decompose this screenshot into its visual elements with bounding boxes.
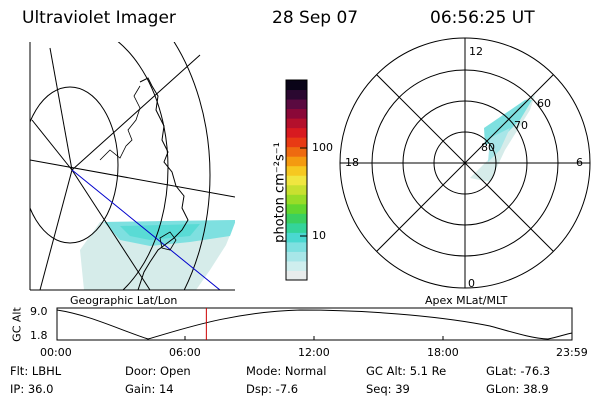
colorbar-segment — [286, 175, 307, 186]
time-tick-label: 18:00 — [427, 346, 459, 359]
colorbar-tick-label: 100 — [312, 141, 333, 154]
colorbar-frame — [285, 79, 308, 281]
info-ip: IP: 36.0 — [10, 382, 54, 396]
header-date: 28 Sep 07 — [272, 8, 359, 28]
info-gain: Gain: 14 — [125, 382, 174, 396]
altitude-plot — [56, 307, 573, 341]
colorbar-segment — [286, 260, 307, 271]
coastline — [137, 77, 189, 290]
mlat-label-60: 60 — [537, 97, 551, 110]
polar-plot-label: Apex MLat/MLT — [425, 294, 508, 307]
meridian-line — [30, 159, 235, 198]
meridian-line — [49, 47, 73, 171]
meridian-line — [71, 169, 151, 290]
time-tick-label: 23:59 — [556, 346, 588, 359]
meridian-line — [71, 54, 201, 171]
colorbar-segment — [286, 251, 307, 262]
meridian-line — [31, 119, 73, 171]
alt-tick-label: 1.8 — [30, 329, 48, 342]
header-time: 06:56:25 UT — [430, 8, 535, 28]
polar-diagonal — [376, 74, 554, 252]
colorbar-segment — [286, 165, 307, 176]
instrument-title: Ultraviolet Imager — [22, 8, 176, 28]
latitude-circle — [30, 86, 119, 244]
latitude-circle — [173, 42, 211, 290]
geo-map-label: Geographic Lat/Lon — [70, 294, 178, 307]
colorbar-segment — [286, 213, 307, 224]
altitude-plot-frame — [56, 307, 573, 341]
info-door: Door: Open — [125, 364, 191, 378]
info-flt: Flt: LBHL — [10, 364, 62, 378]
colorbar-segment — [286, 137, 307, 148]
time-tick-label: 06:00 — [169, 346, 201, 359]
mlt-label-18: 18 — [345, 156, 359, 169]
mlt-label-6: 6 — [576, 156, 583, 169]
colorbar-segment — [286, 184, 307, 195]
mlt-label-0: 0 — [468, 277, 475, 290]
colorbar-segment — [286, 99, 307, 110]
mlat-label-70: 70 — [514, 119, 528, 132]
colorbar-segment — [286, 80, 307, 91]
colorbar-segment — [286, 118, 307, 129]
colorbar-segment — [286, 203, 307, 214]
info-gc-alt: GC Alt: 5.1 Re — [366, 364, 447, 378]
colorbar-segment — [286, 156, 307, 167]
colorbar-segment — [286, 222, 307, 233]
colorbar-segment — [286, 89, 307, 100]
colorbar-tick-label: 10 — [312, 229, 326, 242]
info-mode: Mode: Normal — [246, 364, 327, 378]
info-seq: Seq: 39 — [366, 382, 410, 396]
info-glat: GLat: -76.3 — [486, 364, 551, 378]
colorbar-segment — [286, 194, 307, 205]
gc-alt-axis-label: GC Alt — [10, 307, 24, 342]
terminator-line — [71, 169, 221, 290]
altitude-curve — [56, 309, 573, 340]
coastline — [99, 85, 141, 161]
polar-emission-band — [484, 100, 532, 145]
polar-plot — [339, 37, 591, 289]
geographic-map — [30, 42, 235, 290]
colorbar-segment — [286, 241, 307, 252]
colorbar-segment — [286, 146, 307, 157]
info-dsp: Dsp: -7.6 — [246, 382, 299, 396]
colorbar — [286, 80, 307, 281]
colorbar-unit-label: photon cm⁻²s⁻¹ — [272, 142, 288, 243]
meridian-line — [39, 169, 73, 290]
time-tick-label: 00:00 — [40, 346, 72, 359]
latitude-circle — [117, 42, 169, 290]
colorbar-segment — [286, 108, 307, 119]
colorbar-segment — [286, 270, 307, 281]
time-tick-label: 12:00 — [298, 346, 330, 359]
mlat-label-80: 80 — [481, 141, 495, 154]
alt-tick-label: 9.0 — [30, 305, 48, 318]
colorbar-segment — [286, 232, 307, 243]
info-glon: GLon: 38.9 — [486, 382, 549, 396]
mlt-label-12: 12 — [469, 45, 483, 58]
colorbar-segment — [286, 127, 307, 138]
